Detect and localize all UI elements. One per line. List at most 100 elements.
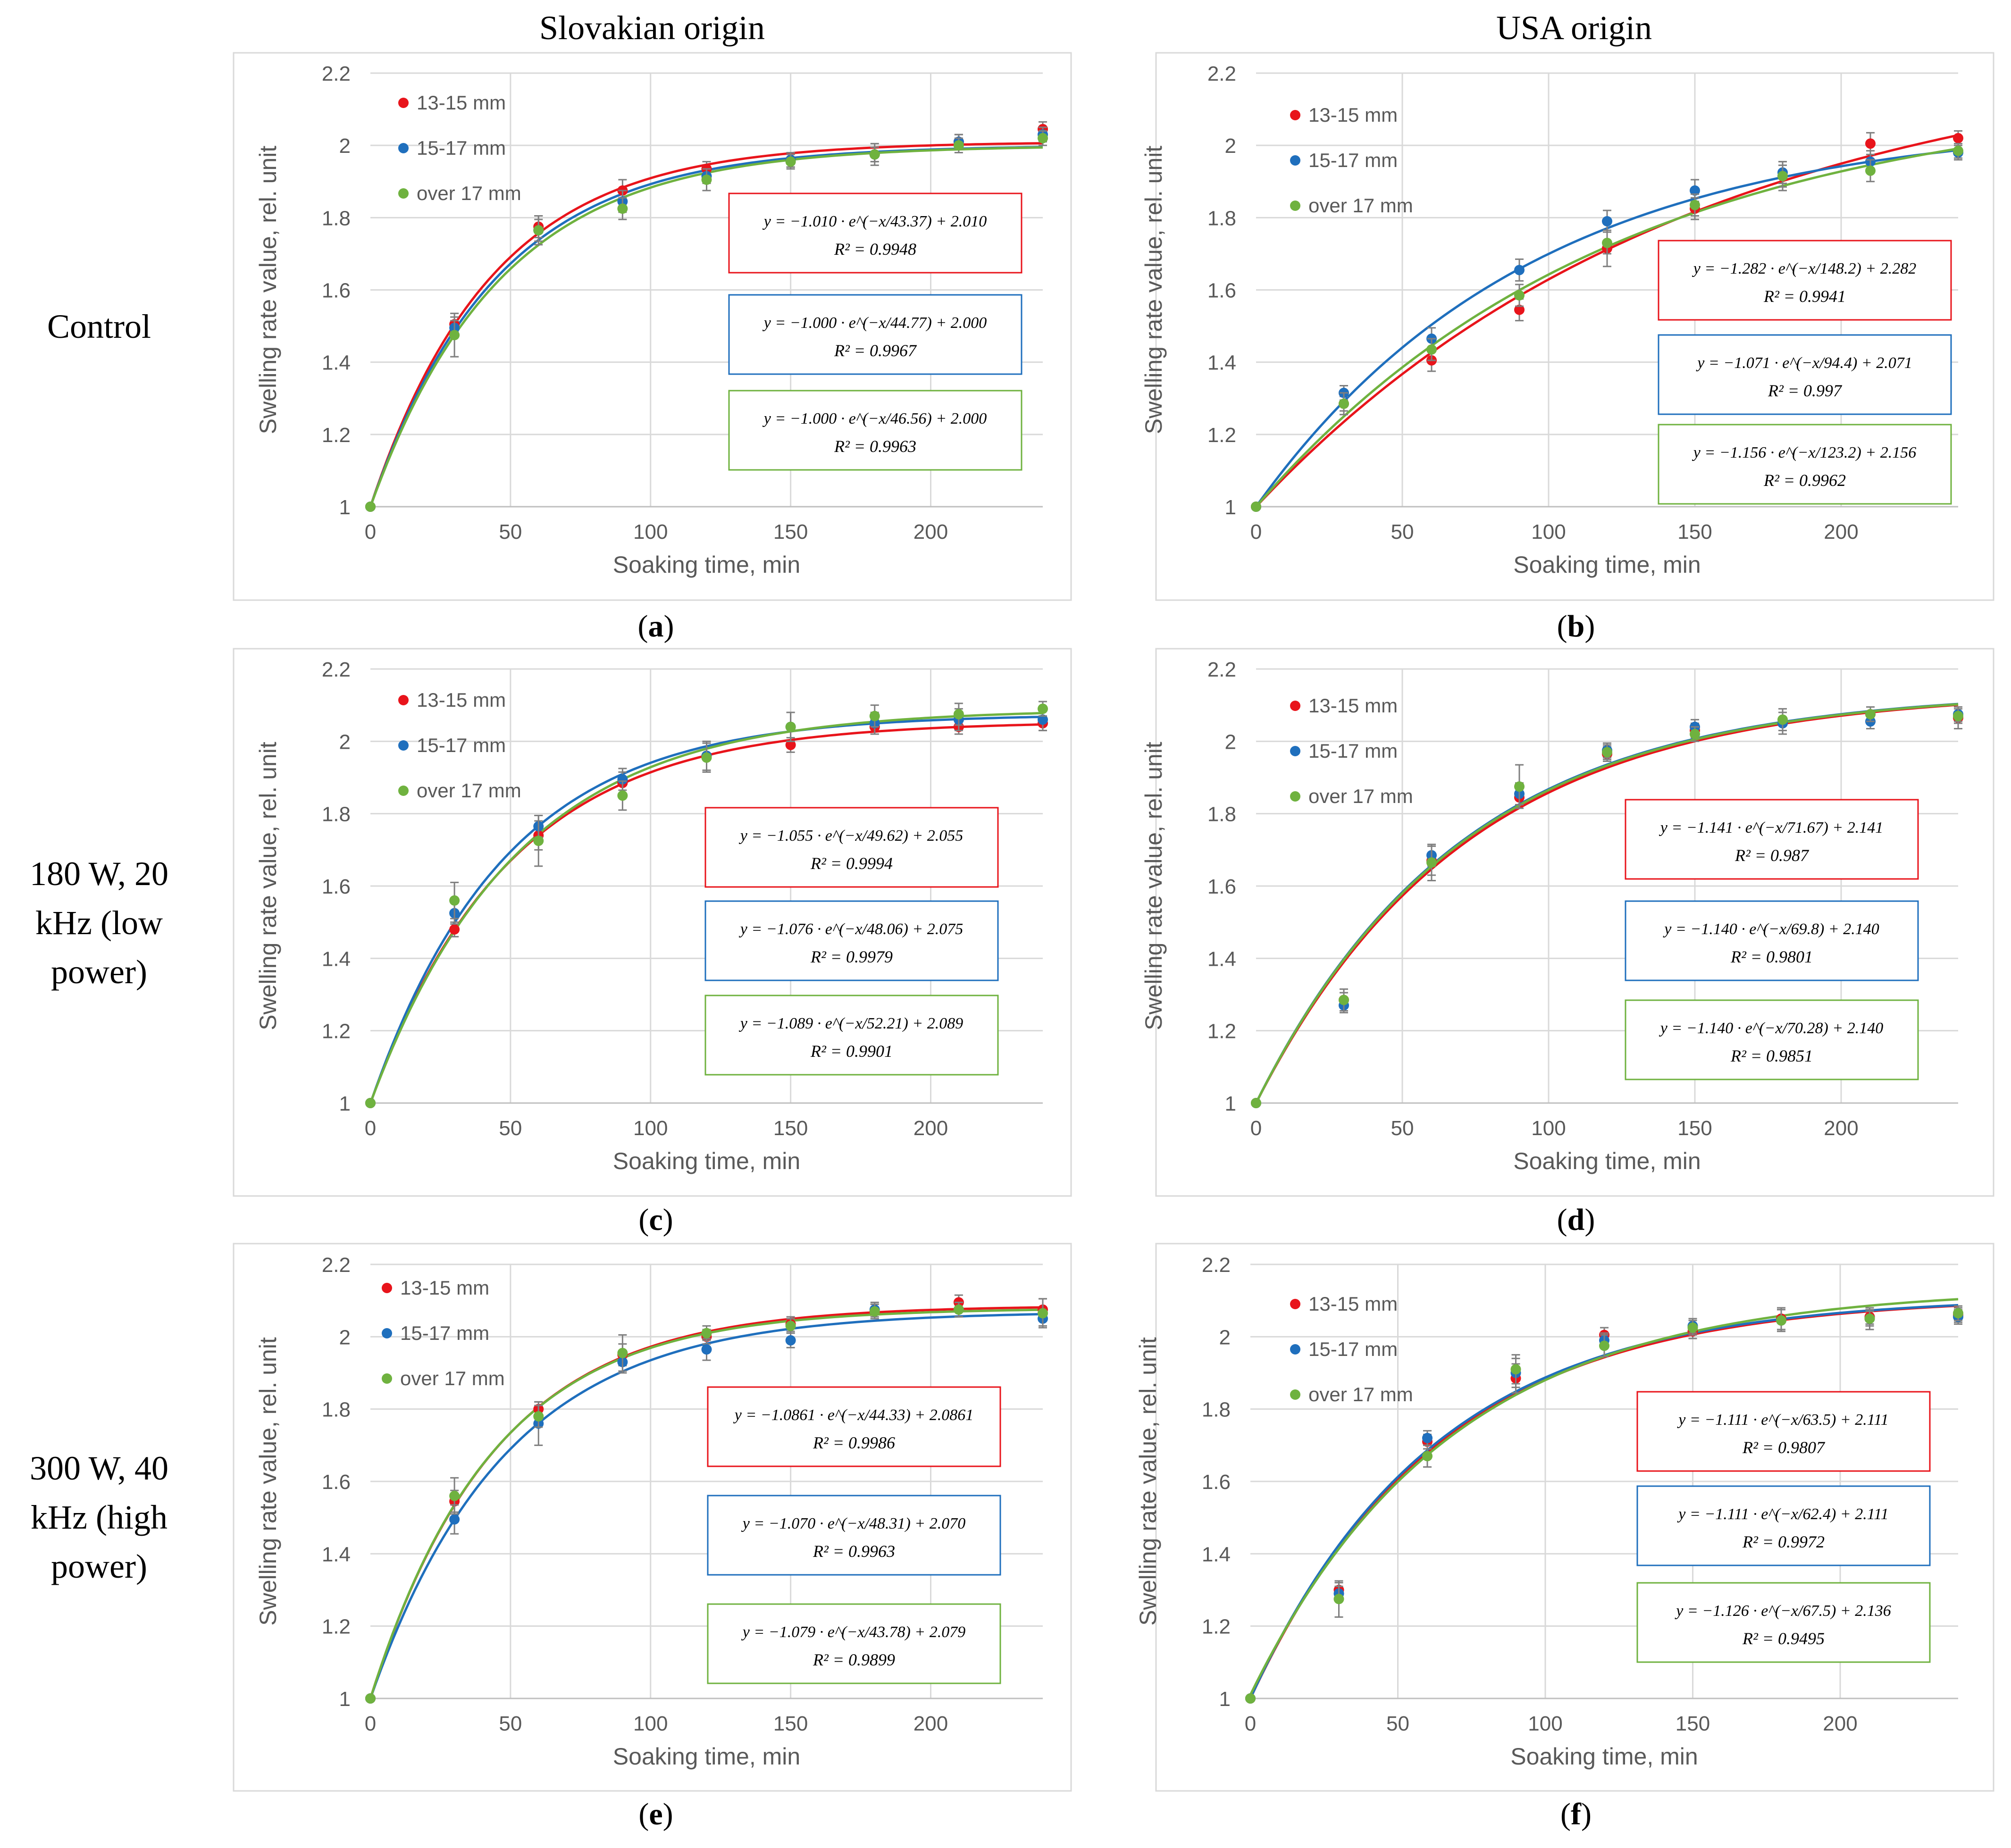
y-tick-label: 1.4 xyxy=(1207,947,1236,970)
data-point xyxy=(1865,165,1876,176)
fit-equation: y = −1.079 · e^(−x/43.78) + 2.079 xyxy=(741,1623,965,1641)
panel-tag-c: (c) xyxy=(638,1203,673,1237)
column-header-usa: USA origin xyxy=(1496,9,1652,47)
y-tick-label: 1.8 xyxy=(322,207,351,230)
y-tick-label: 2.2 xyxy=(1202,1254,1231,1277)
y-tick-label: 1.4 xyxy=(1207,351,1236,375)
legend-label: over 17 mm xyxy=(400,1367,505,1389)
equation-box-border xyxy=(1636,1391,1931,1472)
y-tick-label: 1 xyxy=(1219,1688,1231,1711)
x-tick-label: 150 xyxy=(1677,520,1712,544)
equation-box-13-15-mm: y = −1.282 · e^(−x/148.2) + 2.282 R² = 0.… xyxy=(1658,240,1952,321)
equation-box-over-17-mm: y = −1.079 · e^(−x/43.78) + 2.079 R² = 0.… xyxy=(707,1603,1001,1684)
equation-box-border xyxy=(728,294,1022,375)
data-point xyxy=(1038,714,1048,725)
data-point xyxy=(1422,1433,1433,1443)
data-point xyxy=(869,149,880,160)
equation-box-border xyxy=(1636,1485,1931,1566)
equation-box-border xyxy=(707,1495,1001,1576)
data-point xyxy=(869,1306,880,1317)
fit-r-squared: R² = 0.9901 xyxy=(810,1042,893,1061)
fit-equation: y = −1.126 · e^(−x/67.5) + 2.136 xyxy=(1675,1602,1891,1620)
fit-r-squared: R² = 0.9972 xyxy=(1742,1532,1825,1551)
legend-marker xyxy=(382,1328,392,1338)
legend-label: 13-15 mm xyxy=(417,689,506,711)
data-point xyxy=(1426,344,1437,355)
y-tick-label: 1 xyxy=(339,1688,351,1711)
panel-tag-e: (e) xyxy=(638,1797,673,1831)
equation-box-13-15-mm: y = −1.010 · e^(−x/43.37) + 2.010 R² = 0.… xyxy=(728,192,1022,274)
data-point xyxy=(449,1514,460,1525)
data-point xyxy=(1865,138,1876,149)
equation-box-over-17-mm: y = −1.089 · e^(−x/52.21) + 2.089 R² = 0.… xyxy=(704,995,999,1076)
x-axis-title: Soaking time, min xyxy=(613,1743,800,1770)
fit-equation: y = −1.140 · e^(−x/69.8) + 2.140 xyxy=(1663,920,1879,938)
chart-panel-e: 1 1.2 1.4 1.6 1.8 2 2.2 0 50 100 150 200 Soaking tim… xyxy=(233,1243,1072,1792)
data-point xyxy=(1038,133,1048,143)
data-point xyxy=(617,790,628,801)
equation-box-border xyxy=(704,995,999,1076)
legend-label: over 17 mm xyxy=(1308,194,1413,217)
fit-equation: y = −1.070 · e^(−x/48.31) + 2.070 xyxy=(741,1515,965,1532)
legend: 13-15 mm 15-17 mm over 17 mm xyxy=(1290,104,1413,217)
equation-box-border xyxy=(1625,999,1919,1080)
legend-label: over 17 mm xyxy=(417,779,521,802)
x-tick-label: 100 xyxy=(633,1712,668,1735)
equation-box-15-17-mm: y = −1.076 · e^(−x/48.06) + 2.075 R² = 0.… xyxy=(704,900,999,981)
legend-marker xyxy=(1290,1299,1300,1309)
x-tick-label: 50 xyxy=(1386,1712,1409,1735)
data-point xyxy=(1599,1340,1609,1351)
y-tick-label: 1.4 xyxy=(322,947,351,970)
fit-r-squared: R² = 0.9979 xyxy=(810,947,893,966)
fit-equation: y = −1.089 · e^(−x/52.21) + 2.089 xyxy=(739,1015,963,1032)
fit-r-squared: R² = 0.9963 xyxy=(834,437,916,456)
fit-r-squared: R² = 0.987 xyxy=(1734,846,1810,865)
y-axis-title: Swelling rate value, rel. unit xyxy=(255,1337,281,1626)
y-tick-label: 1 xyxy=(339,1092,351,1115)
x-tick-label: 100 xyxy=(1531,520,1566,544)
legend-label: 13-15 mm xyxy=(1308,1293,1398,1315)
equation-box-13-15-mm: y = −1.141 · e^(−x/71.67) + 2.141 R² = 0.… xyxy=(1625,799,1919,880)
y-tick-label: 1 xyxy=(339,496,351,519)
equation-box-border xyxy=(1658,334,1952,415)
row-label-low-power: 180 W, 20 kHz (low power) xyxy=(29,855,169,991)
y-tick-label: 1.4 xyxy=(1202,1543,1231,1566)
equation-box-border xyxy=(707,1386,1001,1467)
data-point xyxy=(869,711,880,721)
data-point xyxy=(1687,1322,1698,1333)
x-tick-label: 200 xyxy=(1824,520,1858,544)
y-tick-label: 1 xyxy=(1225,496,1236,519)
x-tick-label: 0 xyxy=(365,1117,376,1140)
fit-equation: y = −1.111 · e^(−x/63.5) + 2.111 xyxy=(1677,1411,1888,1429)
y-tick-label: 2.2 xyxy=(1207,62,1236,85)
equation-box-border xyxy=(704,807,999,888)
panel-tag-b: (b) xyxy=(1557,609,1595,644)
y-tick-label: 2.2 xyxy=(322,1254,351,1277)
x-tick-label: 100 xyxy=(1528,1712,1562,1735)
data-point xyxy=(449,895,460,906)
legend-marker xyxy=(398,98,409,108)
y-tick-label: 1.4 xyxy=(322,351,351,375)
fit-r-squared: R² = 0.9963 xyxy=(813,1542,895,1561)
y-axis-title: Swelling rate value, rel. unit xyxy=(1135,1337,1161,1626)
data-point xyxy=(1339,995,1349,1005)
legend-marker xyxy=(1290,701,1300,711)
legend-label: 15-17 mm xyxy=(1308,740,1398,762)
x-tick-label: 150 xyxy=(773,1712,808,1735)
equation-box-border xyxy=(1658,424,1952,505)
data-point xyxy=(785,721,796,732)
y-tick-label: 1.8 xyxy=(1207,207,1236,230)
equation-box-15-17-mm: y = −1.140 · e^(−x/69.8) + 2.140 R² = 0.9… xyxy=(1625,900,1919,981)
x-tick-label: 50 xyxy=(499,1117,522,1140)
data-point xyxy=(365,1098,376,1108)
data-point xyxy=(1777,714,1788,725)
chart-panel-d: 1 1.2 1.4 1.6 1.8 2 2.2 0 50 100 150 200 Soaking tim… xyxy=(1140,648,1994,1197)
legend-marker xyxy=(1290,1389,1300,1400)
fit-equation: y = −1.0861 · e^(−x/44.33) + 2.0861 xyxy=(733,1406,973,1424)
data-point xyxy=(1953,711,1963,721)
legend-label: over 17 mm xyxy=(1308,1383,1413,1405)
x-tick-label: 0 xyxy=(1250,1117,1262,1140)
equation-box-15-17-mm: y = −1.000 · e^(−x/44.77) + 2.000 R² = 0.… xyxy=(728,294,1022,375)
data-point xyxy=(1514,781,1525,792)
x-axis-title: Soaking time, min xyxy=(613,1148,800,1174)
